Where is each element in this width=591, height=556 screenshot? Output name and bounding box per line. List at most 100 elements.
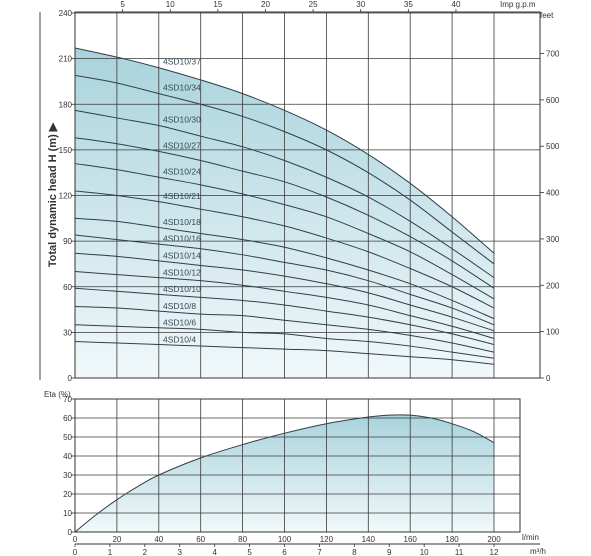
efficiency-left-tick-label: 40	[63, 452, 72, 461]
head-left-tick-label: 0	[68, 374, 73, 383]
efficiency-m3h-tick-label: 8	[352, 548, 357, 556]
head-left-tick-label: 90	[63, 237, 72, 246]
head-top-tick-label: 40	[452, 0, 461, 9]
head-curve	[74, 109, 495, 279]
head-curve-label: 4SD10/21	[163, 191, 201, 201]
head-curve-label: 4SD10/16	[163, 234, 201, 244]
head-curve	[74, 306, 495, 353]
efficiency-curve	[74, 414, 495, 533]
head-right-tick-label: 100	[546, 328, 560, 337]
efficiency-m3h-tick-label: 0	[73, 548, 78, 556]
head-top-tick-label: 30	[356, 0, 365, 9]
head-curve-label: 4SD10/34	[163, 83, 201, 93]
efficiency-left-axis: 0 10 20 30 40 50 60 70	[63, 395, 75, 537]
efficiency-bottom-tick-label: 160	[404, 535, 418, 544]
head-left-axis: 0 30 60 90 120 150 180 210 240	[59, 9, 75, 383]
head-right-tick-label: 300	[546, 235, 560, 244]
head-top-tick-label: 10	[166, 0, 175, 9]
efficiency-bottom-tick-label: 40	[154, 535, 163, 544]
efficiency-m3h-tick-label: 12	[490, 548, 499, 556]
head-right-tick-label: 0	[546, 374, 551, 383]
efficiency-ylabel: Eta (%)	[44, 390, 71, 399]
head-left-tick-label: 240	[59, 9, 73, 18]
head-curve-label: 4SD10/37	[163, 57, 201, 67]
head-curve	[74, 341, 495, 365]
efficiency-bottom-tick-label: 80	[238, 535, 247, 544]
head-curve	[74, 234, 495, 326]
efficiency-bottom-tick-label: 200	[487, 535, 501, 544]
efficiency-m3h-tick-label: 4	[212, 548, 217, 556]
efficiency-bottom-tick-label: 120	[320, 535, 334, 544]
head-top-tick-label: 5	[120, 0, 125, 9]
head-right-axis: 0 100 200 300 400 500 600 700	[540, 50, 560, 383]
efficiency-bottom-tick-label: 100	[278, 535, 292, 544]
efficiency-left-tick-label: 0	[68, 528, 73, 537]
head-right-tick-label: 700	[546, 50, 560, 59]
efficiency-m3h-tick-label: 6	[282, 548, 287, 556]
head-right-tick-label: 600	[546, 96, 560, 105]
head-curve	[74, 287, 495, 346]
efficiency-left-tick-label: 20	[63, 490, 72, 499]
efficiency-plot-frame	[74, 398, 521, 533]
efficiency-left-tick-label: 30	[63, 471, 72, 480]
efficiency-m3h-tick-label: 2	[143, 548, 148, 556]
head-right-tick-label: 500	[546, 142, 560, 151]
head-left-tick-label: 150	[59, 146, 73, 155]
head-curve-label: 4SD10/6	[163, 318, 196, 328]
efficiency-bottom-axis-lmin: 0 20 40 60 80 100 120 140 160 180 200	[73, 535, 501, 544]
head-curve	[74, 324, 495, 359]
head-curve-label: 4SD10/30	[163, 114, 201, 124]
efficiency-m3h-tick-label: 5	[247, 548, 252, 556]
head-top-axis-label: Imp g.p.m	[500, 0, 536, 9]
efficiency-left-tick-label: 70	[63, 395, 72, 404]
efficiency-bottom-tick-label: 20	[112, 535, 121, 544]
efficiency-bottom-axis-m3h: 0 1 2 3 4 5 6 7 8 9 10 11 12	[73, 543, 540, 556]
efficiency-m3h-tick-label: 7	[317, 548, 322, 556]
efficiency-bottom-tick-label: 60	[196, 535, 205, 544]
head-right-tick-label: 200	[546, 281, 560, 290]
efficiency-m3h-tick-label: 10	[420, 548, 429, 556]
efficiency-m3h-tick-label: 9	[387, 548, 392, 556]
head-curve	[74, 47, 495, 254]
head-curves	[74, 47, 495, 365]
head-curve	[74, 190, 495, 309]
head-curve-label: 4SD10/14	[163, 250, 201, 260]
head-left-tick-label: 180	[59, 100, 73, 109]
head-top-tick-label: 35	[404, 0, 413, 9]
head-curve	[74, 137, 495, 289]
head-curve-label: 4SD10/18	[163, 217, 201, 227]
head-right-axis-label: feet	[540, 11, 554, 20]
efficiency-left-tick-label: 10	[63, 509, 72, 518]
head-curve	[74, 74, 495, 265]
head-top-tick-label: 15	[213, 0, 222, 9]
head-right-tick-label: 400	[546, 189, 560, 198]
head-curve-label: 4SD10/10	[163, 284, 201, 294]
head-curve	[74, 163, 495, 300]
efficiency-xlabel-m3h: m³/h	[530, 547, 546, 556]
efficiency-bottom-tick-label: 140	[362, 535, 376, 544]
head-curve	[74, 217, 495, 320]
efficiency-bottom-tick-label: 180	[445, 535, 459, 544]
head-curve	[74, 271, 495, 339]
efficiency-bottom-tick-label: 0	[73, 535, 78, 544]
head-left-tick-label: 120	[59, 192, 73, 201]
head-top-axis: 5 10 15 20 25 30 35 40	[75, 0, 540, 13]
efficiency-m3h-tick-label: 1	[108, 548, 113, 556]
head-left-tick-label: 210	[59, 55, 73, 64]
head-top-tick-label: 20	[261, 0, 270, 9]
head-curve-label: 4SD10/4	[163, 334, 196, 344]
head-top-tick-label: 25	[309, 0, 318, 9]
head-left-tick-label: 30	[63, 328, 72, 337]
efficiency-m3h-tick-label: 11	[455, 548, 464, 556]
head-curve	[74, 252, 495, 332]
head-ylabel: Total dynamic head H (m) ▶	[47, 122, 59, 267]
efficiency-left-tick-label: 60	[63, 414, 72, 423]
head-curve-label: 4SD10/12	[163, 267, 201, 277]
head-curve-label: 4SD10/27	[163, 140, 201, 150]
efficiency-left-tick-label: 50	[63, 433, 72, 442]
head-curve-label: 4SD10/8	[163, 301, 196, 311]
head-left-tick-label: 60	[63, 283, 72, 292]
head-chart: 4SD10/37 4SD10/34 4SD10/30 4SD10/27 4SD10/24…	[39, 0, 560, 383]
